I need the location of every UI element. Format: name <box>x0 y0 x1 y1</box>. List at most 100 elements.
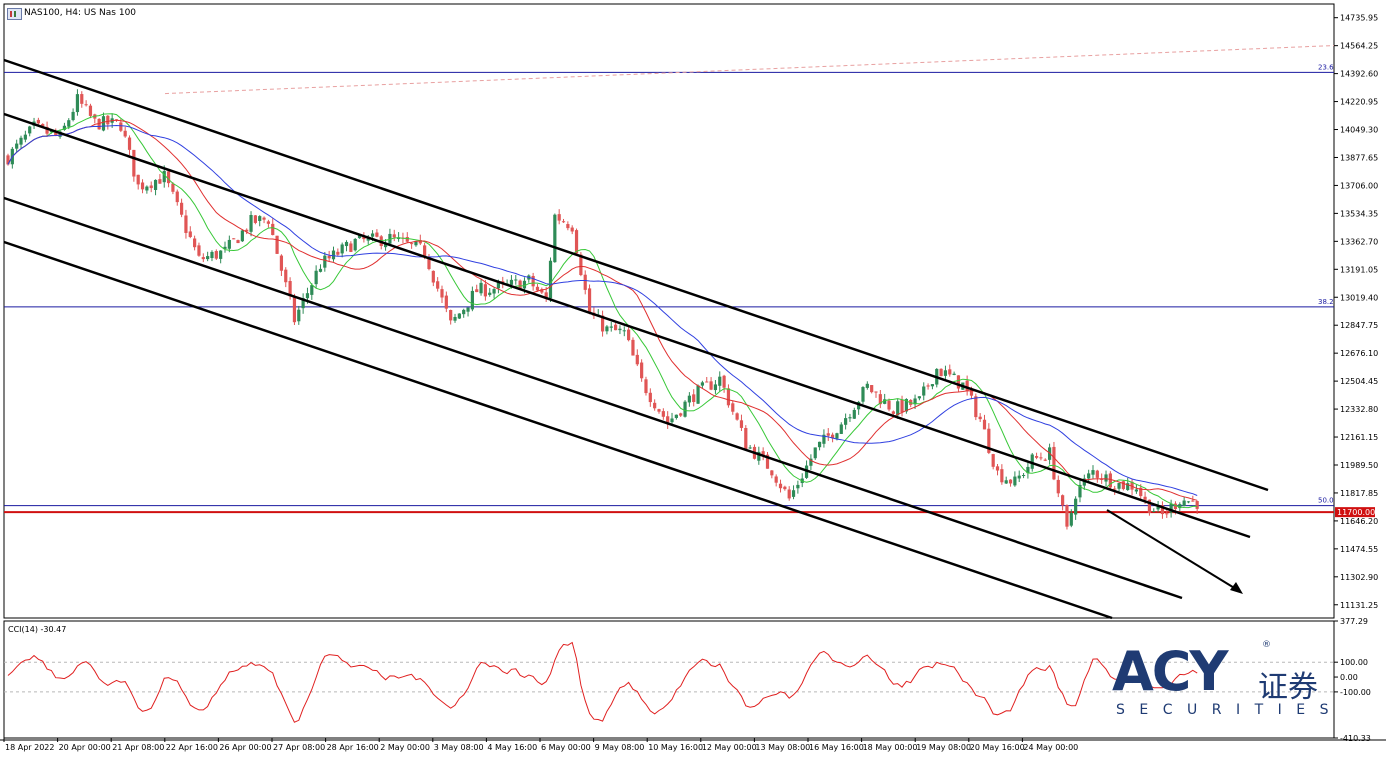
time-tick-label: 12 May 00:00 <box>702 743 757 752</box>
candle-body <box>279 255 284 271</box>
candle-body <box>305 293 310 299</box>
candle-body <box>253 215 257 223</box>
time-tick-label: 10 May 16:00 <box>648 743 703 752</box>
fib-level-label: 38.2 <box>1318 298 1334 306</box>
candle-body <box>314 270 318 285</box>
candle-body <box>284 269 288 283</box>
candle-body <box>709 381 713 390</box>
candle-body <box>726 388 731 406</box>
candle-body <box>587 288 592 314</box>
price-tick-label: 11989.50 <box>1340 461 1378 470</box>
candle-body <box>1021 475 1026 477</box>
candle-body <box>275 235 279 254</box>
candle-body <box>449 310 453 321</box>
candle-body <box>223 246 227 249</box>
candle-body <box>1030 454 1034 469</box>
candle-body <box>1004 480 1008 484</box>
candle-body <box>995 466 1000 471</box>
candle-body <box>262 217 266 220</box>
candle-body <box>453 316 457 321</box>
candle-body <box>1043 459 1047 461</box>
candle-body <box>245 229 249 232</box>
candle-body <box>28 126 32 134</box>
candle-body <box>197 245 201 256</box>
candle-body <box>566 224 570 229</box>
candle-body <box>540 289 544 293</box>
time-tick-label: 18 Apr 2022 <box>5 743 54 752</box>
candle-body <box>848 417 852 419</box>
candle-body <box>948 369 952 375</box>
time-tick-label: 24 May 00:00 <box>1023 743 1078 752</box>
channel-line <box>3 112 1251 539</box>
candle-body <box>1156 505 1160 510</box>
candle-body <box>1108 473 1112 488</box>
candle-body <box>817 441 822 448</box>
candle-body <box>331 250 336 260</box>
candle-body <box>922 386 926 396</box>
candle-body <box>522 280 527 289</box>
candle-body <box>722 375 726 388</box>
candle-body <box>509 279 514 285</box>
candle-body <box>19 137 23 145</box>
candle-body <box>518 280 522 290</box>
candle-body <box>553 214 557 263</box>
candle-body <box>1000 469 1004 483</box>
candle-body <box>405 237 409 242</box>
candle-body <box>15 143 19 149</box>
cci-label: CCI(14) -30.47 <box>8 625 66 634</box>
candle-body <box>640 362 644 379</box>
candle-body <box>349 243 353 252</box>
candle-body <box>1173 503 1178 510</box>
candle-body <box>1069 512 1073 526</box>
candle-body <box>705 381 709 383</box>
candle-body <box>952 373 956 375</box>
candle-body <box>574 230 579 254</box>
candle-body <box>535 286 540 291</box>
candle-body <box>661 411 665 417</box>
price-tick-label: 14220.95 <box>1340 98 1378 107</box>
candle-body <box>236 240 240 244</box>
candle-body <box>310 285 314 295</box>
candle-body <box>210 251 214 259</box>
price-tick-label: 14392.60 <box>1340 70 1378 79</box>
candle-body <box>54 130 58 136</box>
support-price-label: 11700.00 <box>1337 508 1375 517</box>
candle-body <box>1182 500 1186 507</box>
price-tick-label: 12504.45 <box>1340 377 1378 386</box>
candle-body <box>544 292 548 299</box>
candle-body <box>23 134 27 140</box>
candle-body <box>852 409 856 419</box>
time-tick-label: 19 May 08:00 <box>916 743 971 752</box>
candle-body <box>583 274 587 290</box>
candle-body <box>436 281 440 289</box>
candle-body <box>466 307 470 312</box>
candle-body <box>318 268 323 272</box>
cci-tick-label: 100.00 <box>1340 658 1368 667</box>
candle-body <box>184 215 188 233</box>
candle-body <box>206 256 210 260</box>
candle-body <box>735 413 739 420</box>
candle-body <box>457 313 461 319</box>
candle-body <box>123 130 127 137</box>
projection-arrow <box>1106 509 1237 590</box>
candle-body <box>679 413 683 416</box>
logo-subtitle: SECURITIES <box>1116 702 1344 718</box>
moving-average-mid <box>7 119 1198 501</box>
candle-body <box>831 434 835 439</box>
candle-body <box>101 116 106 131</box>
candle-body <box>839 424 843 434</box>
candle-body <box>891 411 895 414</box>
candle-body <box>1152 511 1156 513</box>
candle-body <box>71 111 75 121</box>
candle-body <box>97 118 101 130</box>
candle-body <box>414 241 418 246</box>
candle-body <box>965 380 969 391</box>
candle-body <box>62 125 67 130</box>
candle-body <box>219 250 223 259</box>
candle-body <box>340 244 344 254</box>
candle-body <box>1034 456 1039 458</box>
candle-body <box>418 240 422 244</box>
candle-body <box>240 230 244 242</box>
price-tick-label: 14735.95 <box>1340 14 1378 23</box>
